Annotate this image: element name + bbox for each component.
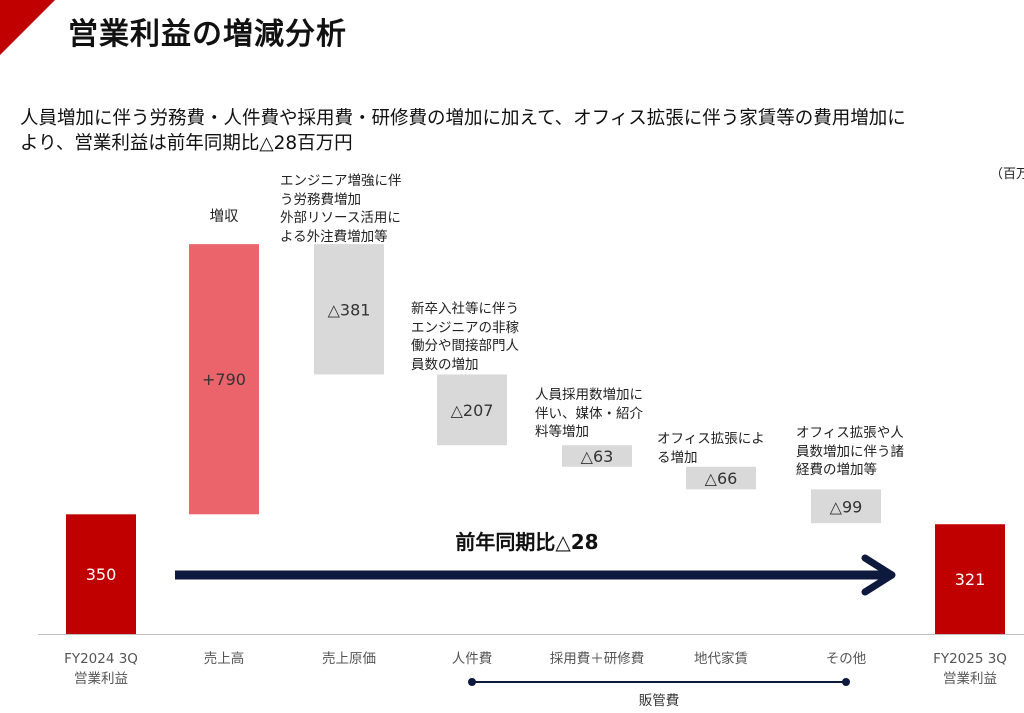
callout-note-line: 新卒入社等に伴う (411, 301, 519, 317)
data-label: △99 (830, 497, 863, 516)
summary-text: 人員増加に伴う労務費・人件費や採用費・研修費の増加に加えて、オフィス拡張に伴う家… (20, 106, 1010, 156)
bar-decrease (811, 489, 881, 524)
category-tick-label: 売上高 (204, 650, 245, 667)
category-tick-label: 人件費 (452, 651, 493, 667)
category-tick-label: FY2025 3Q (933, 651, 1007, 667)
data-label: △381 (328, 300, 371, 319)
sga-bracket-dot-right (842, 678, 850, 686)
callout-note-line: 経費の増加等 (796, 462, 877, 478)
callout-note-line: 人員採用数増加に (535, 387, 643, 403)
bar-decrease (686, 466, 756, 490)
data-label: +790 (202, 370, 246, 389)
callout-note-line: う労務費増加 (280, 191, 361, 208)
callout-note: オフィス拡張によ る増加 (657, 430, 765, 467)
callout-note: オフィス拡張や人 員数増加に伴う諸 経費の増加等 (796, 424, 904, 480)
callout-note-line: オフィス拡張や人 (796, 425, 904, 441)
category-tick-label: 営業利益 (943, 671, 997, 687)
yoy-change-label: 前年同期比△28 (455, 530, 598, 554)
callout-note: エンジニア増強に伴 う労務費増加外部リソース活用に よる外注費増加等 (280, 172, 402, 246)
callout-note: 新卒入社等に伴う エンジニアの非稼 働分や間接部門人 員数の増加 (411, 300, 519, 374)
bar-decrease (314, 244, 384, 375)
unit-note: （百万 (990, 167, 1024, 182)
callout-note-line: 料等増加 (535, 424, 589, 440)
sga-bracket-label: 販管費 (639, 693, 680, 709)
data-label: 350 (86, 565, 117, 584)
callout-note-line: 員数の増加 (411, 356, 479, 373)
summary-line-1: 人員増加に伴う労務費・人件費や採用費・研修費の増加に加えて、オフィス拡張に伴う家… (20, 108, 906, 129)
increase-header-label: 増収 (210, 208, 239, 225)
bar-increase (189, 244, 259, 515)
callout-note-line: オフィス拡張によ (657, 431, 765, 447)
data-label: △207 (451, 401, 494, 420)
category-tick-label: 営業利益 (74, 671, 128, 687)
callout-note-line: 外部リソース活用に (280, 210, 401, 226)
page-title: 営業利益の増減分析 (68, 17, 347, 52)
yoy-arrow-head (861, 554, 896, 596)
data-label: 321 (955, 570, 986, 589)
category-tick-label: 売上原価 (322, 651, 376, 667)
callout-note-line: 働分や間接部門人 (411, 338, 519, 354)
category-tick-label: 採用費＋研修費 (550, 651, 645, 667)
callout-note-line: よる外注費増加等 (280, 228, 388, 245)
bar-total (935, 524, 1005, 634)
category-tick-label: FY2024 3Q (64, 651, 138, 667)
callout-note: 人員採用数増加に 伴い、媒体・紹介 料等増加 (535, 386, 643, 442)
callout-note-line: 員数増加に伴う諸 (796, 443, 904, 460)
bar-decrease (562, 445, 632, 467)
callout-note-line: エンジニア増強に伴 (280, 173, 402, 189)
callout-note-line: エンジニアの非稼 (411, 319, 519, 336)
category-tick-label: その他 (826, 651, 867, 667)
category-tick-label: 地代家賃 (694, 650, 748, 667)
sga-bracket-dot-left (468, 678, 476, 686)
summary-line-2: より、営業利益は前年同期比△28百万円 (20, 133, 353, 154)
bar-total (66, 514, 136, 634)
brand-corner-triangle (0, 0, 55, 55)
callout-note-line: る増加 (657, 449, 698, 466)
data-label: △63 (581, 447, 614, 466)
data-label: △66 (705, 469, 738, 488)
bar-decrease (437, 374, 507, 446)
callout-note-line: 伴い、媒体・紹介 (535, 405, 643, 422)
